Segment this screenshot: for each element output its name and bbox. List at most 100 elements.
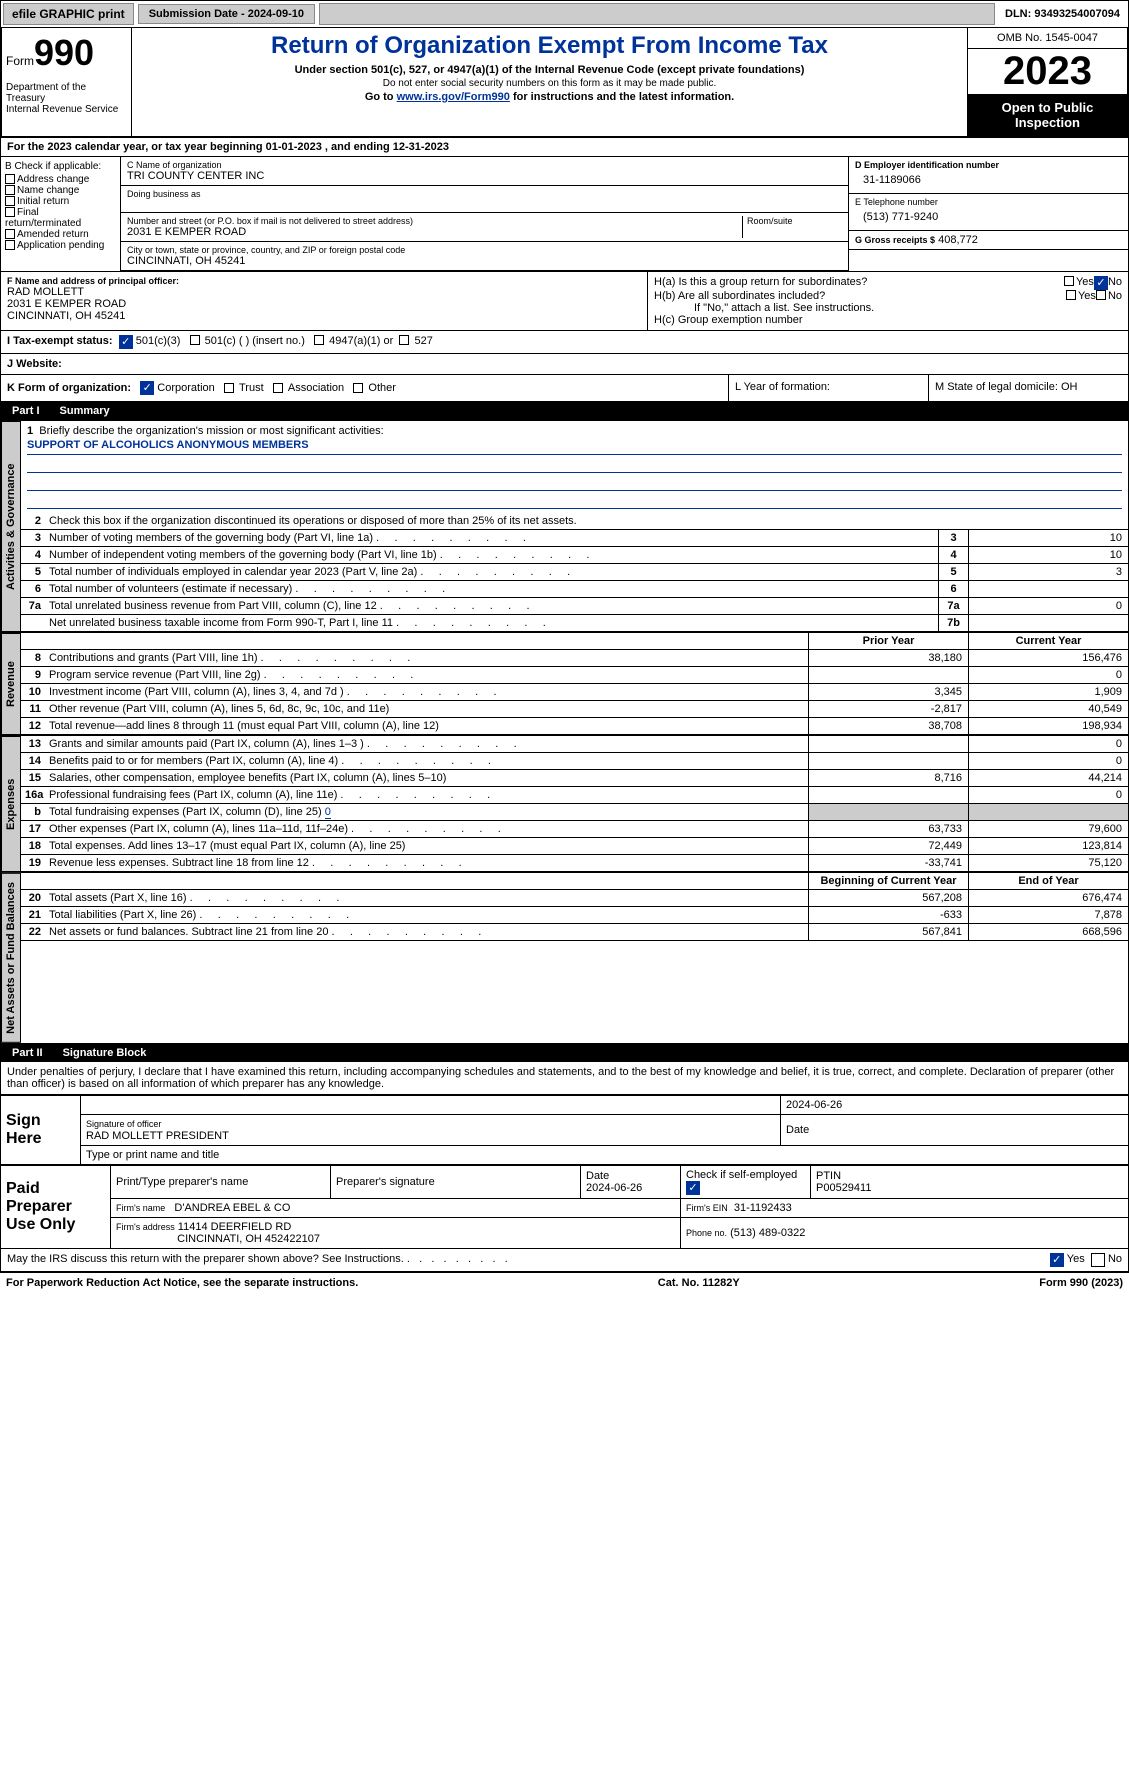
exp-section: Expenses 13Grants and similar amounts pa… [0,736,1129,873]
hc: H(c) Group exemption number [654,314,1122,326]
rev-tab: Revenue [1,633,21,735]
cb-address[interactable]: Address change [17,174,89,185]
efile-btn[interactable]: efile GRAPHIC print [3,3,134,25]
section-c: C Name of organizationTRI COUNTY CENTER … [121,157,848,271]
cb-name[interactable]: Name change [17,185,79,196]
instructions-link: Go to www.irs.gov/Form990 for instructio… [136,91,963,103]
part2-bar: Part IISignature Block [0,1044,1129,1062]
i-label: I Tax-exempt status: [7,335,113,349]
ha: H(a) Is this a group return for subordin… [654,276,1064,290]
form-number: 990 [34,32,94,73]
sig-date: 2024-06-26 [781,1095,1129,1114]
ein-label: D Employer identification number [855,160,1122,170]
form-word: Form [6,54,34,68]
phone: (513) 771-9240 [855,207,1122,227]
ha-no-checked[interactable]: ✓ [1094,276,1108,290]
tax-year: 2023 [968,49,1127,94]
v6 [968,581,1128,597]
k-corp-checked[interactable]: ✓ [140,381,154,395]
firm-name: D'ANDREA EBEL & CO [174,1202,290,1214]
discuss-row: May the IRS discuss this return with the… [0,1249,1129,1272]
firm-ein: 31-1192433 [734,1202,792,1214]
h-note: If "No," attach a list. See instructions… [654,302,1122,314]
v7a: 0 [968,598,1128,614]
q2: Check this box if the organization disco… [49,515,577,527]
cb-initial[interactable]: Initial return [17,196,69,207]
officer-city: CINCINNATI, OH 45241 [7,310,641,322]
city: CINCINNATI, OH 45241 [127,255,842,267]
cb-amended[interactable]: Amended return [17,229,89,240]
spacer [319,3,995,25]
501c3-checked[interactable]: ✓ [119,335,133,349]
prior-hdr: Prior Year [808,633,968,649]
sign-here: Sign Here 2024-06-26 Signature of office… [0,1095,1129,1165]
sign-here-label: Sign Here [1,1095,81,1164]
submission-date: Submission Date - 2024-09-10 [138,4,315,24]
v3: 10 [968,530,1128,546]
v5: 3 [968,564,1128,580]
form-header: Form990 Department of the Treasury Inter… [0,28,1129,138]
topbar: efile GRAPHIC print Submission Date - 20… [0,0,1129,28]
cat-no: Cat. No. 11282Y [658,1277,740,1289]
dept: Department of the Treasury Internal Reve… [6,82,127,115]
klm-row: K Form of organization: ✓ Corporation Tr… [0,375,1129,402]
paid-label: Paid Preparer Use Only [1,1165,111,1248]
irs-link[interactable]: www.irs.gov/Form990 [397,91,510,103]
c-name-label: C Name of organization [127,160,842,170]
phone-label: E Telephone number [855,197,1122,207]
paid-preparer: Paid Preparer Use Only Print/Type prepar… [0,1165,1129,1249]
footer: For Paperwork Reduction Act Notice, see … [0,1272,1129,1293]
line-i: I Tax-exempt status: ✓ 501(c)(3) 501(c) … [0,331,1129,354]
cb-pending[interactable]: Application pending [17,240,104,251]
q1: Briefly describe the organization's miss… [39,425,383,437]
b-title: B Check if applicable: [5,161,116,172]
pra-notice: For Paperwork Reduction Act Notice, see … [6,1277,358,1289]
entity-block: B Check if applicable: Address change Na… [0,157,1129,272]
rev-section: Revenue Prior YearCurrent Year 8Contribu… [0,633,1129,736]
firm-phone: (513) 489-0322 [730,1227,805,1239]
form-footer: Form 990 (2023) [1039,1277,1123,1289]
na-tab: Net Assets or Fund Balances [1,873,21,1043]
open-inspection: Open to Public Inspection [968,94,1127,136]
v7b [968,615,1128,631]
k-label: K Form of organization: [7,382,131,394]
line-a: For the 2023 calendar year, or tax year … [0,138,1129,157]
gross-label: G Gross receipts $ [855,235,935,245]
room-label: Room/suite [747,216,842,226]
perjury: Under penalties of perjury, I declare th… [0,1062,1129,1095]
gross-receipts: 408,772 [938,234,978,246]
street-label: Number and street (or P.O. box if mail i… [127,216,742,226]
dba-label: Doing business as [127,189,842,199]
line-m: M State of legal domicile: OH [928,375,1128,401]
current-hdr: Current Year [968,633,1128,649]
v4: 10 [968,547,1128,563]
ptin: P00529411 [816,1182,871,1194]
street: 2031 E KEMPER ROAD [127,226,742,238]
begin-hdr: Beginning of Current Year [808,873,968,889]
part1-bar: Part ISummary [0,402,1129,420]
end-hdr: End of Year [968,873,1128,889]
org-name: TRI COUNTY CENTER INC [127,170,842,182]
section-b: B Check if applicable: Address change Na… [1,157,121,271]
ag-tab: Activities & Governance [1,421,21,632]
cb-final[interactable]: Final return/terminated [5,207,81,229]
form-subtitle: Under section 501(c), 527, or 4947(a)(1)… [136,64,963,76]
mission: SUPPORT OF ALCOHOLICS ANONYMOUS MEMBERS [27,437,1122,455]
discuss-no[interactable] [1091,1253,1105,1267]
omb: OMB No. 1545-0047 [968,28,1127,49]
officer-name: RAD MOLLETT [7,286,641,298]
exp-tab: Expenses [1,736,21,872]
na-section: Net Assets or Fund Balances Beginning of… [0,873,1129,1044]
form-title: Return of Organization Exempt From Incom… [136,32,963,60]
ein: 31-1189066 [855,170,1122,190]
discuss-yes-checked[interactable]: ✓ [1050,1253,1064,1267]
self-emp-checked[interactable]: ✓ [686,1181,700,1195]
line-l: L Year of formation: [728,375,928,401]
dln: DLN: 93493254007094 [997,5,1128,23]
sig-line[interactable] [81,1095,781,1114]
line-j: J Website: [0,354,1129,375]
ag-section: Activities & Governance 1 Briefly descri… [0,420,1129,633]
hb: H(b) Are all subordinates included? [654,290,1066,302]
officer-sig: RAD MOLLETT PRESIDENT [86,1130,229,1142]
ssn-note: Do not enter social security numbers on … [136,78,963,89]
